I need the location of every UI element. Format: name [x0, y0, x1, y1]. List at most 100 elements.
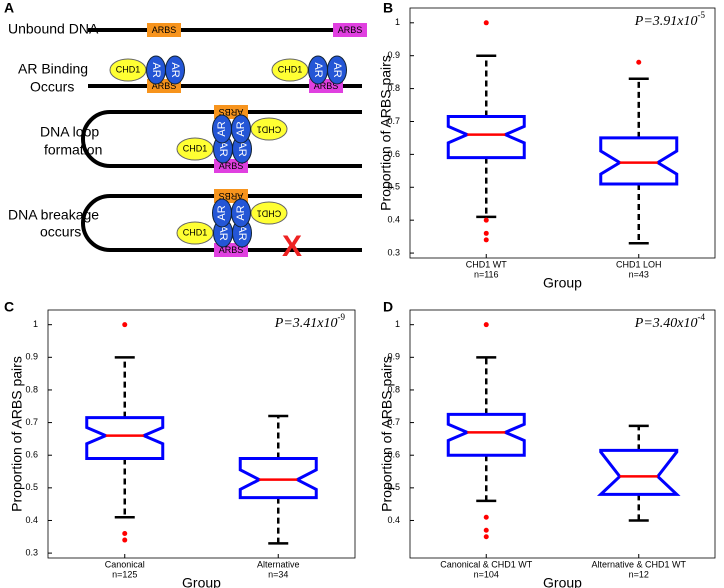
- chd1-label: CHD1: [183, 227, 208, 237]
- step-label: Occurs: [30, 79, 74, 95]
- n-label: n=125: [112, 569, 137, 579]
- x-axis-label: Group: [182, 575, 221, 588]
- y-tick-label: 0.4: [387, 515, 400, 525]
- arbs-label: ARBS: [219, 191, 244, 201]
- y-tick-label: 0.7: [25, 417, 38, 427]
- ar-label: AR: [331, 62, 343, 77]
- outlier: [122, 531, 128, 537]
- annotation-text: P=3.91x10: [634, 14, 698, 29]
- axes-frame: [409, 309, 716, 559]
- y-tick-label: 0.3: [387, 247, 400, 257]
- x-tick-label: Alternative: [257, 559, 300, 569]
- ar: [212, 198, 232, 228]
- outlier: [483, 20, 489, 26]
- arbs-label: ARBS: [314, 81, 339, 91]
- outlier: [122, 322, 128, 328]
- panel-label: B: [383, 0, 393, 16]
- y-tick-label: 0.3: [25, 547, 38, 557]
- chd1-label: CHD1: [257, 125, 282, 135]
- y-tick-label: 0.7: [387, 417, 400, 427]
- annotation: P=3.91x10-5: [634, 10, 706, 29]
- outlier: [483, 514, 489, 520]
- protein-complex: CHD1 AR AR: [109, 55, 185, 85]
- ar-label: AR: [235, 205, 247, 220]
- box: [446, 115, 526, 160]
- y-tick-label: 0.8: [387, 83, 400, 93]
- annotation-exponent: -4: [698, 312, 706, 322]
- outlier: [483, 527, 489, 533]
- x-tick-label: Canonical: [105, 559, 145, 569]
- chd1-label: CHD1: [183, 143, 208, 153]
- protein-complex: CHD1 AR AR: [212, 198, 288, 228]
- y-axis-label: Proportion of ARBS pairs: [9, 356, 25, 512]
- arbs-label: ARBS: [219, 245, 244, 255]
- x-tick-label: CHD1 LOH: [616, 259, 662, 269]
- arbs-label: ARBS: [219, 107, 244, 117]
- annotation-text: P=3.41x10: [274, 316, 338, 331]
- ar-label: AR: [150, 62, 162, 77]
- y-tick-label: 0.6: [25, 450, 38, 460]
- chd1-label: CHD1: [257, 209, 282, 219]
- y-tick-label: 0.5: [25, 482, 38, 492]
- x-axis-label: Group: [543, 575, 582, 588]
- y-tick-label: 0.5: [387, 482, 400, 492]
- ar-label: AR: [169, 62, 181, 77]
- outlier: [483, 322, 489, 328]
- step-label: DNA loop: [40, 124, 99, 140]
- panel-label: A: [4, 0, 14, 16]
- dna-loop: [81, 194, 362, 252]
- chd1-label: CHD1: [278, 64, 303, 74]
- arbs-label: ARBS: [338, 25, 363, 35]
- arbs-label: ARBS: [152, 25, 177, 35]
- y-tick-label: 0.8: [25, 384, 38, 394]
- annotation-exponent: -5: [698, 10, 706, 20]
- step-label: formation: [44, 142, 102, 158]
- outlier: [483, 217, 489, 223]
- step-label: DNA breakage: [8, 207, 99, 223]
- arbs-box: [147, 23, 181, 37]
- n-label: n=116: [474, 269, 499, 279]
- ar-label: AR: [217, 141, 229, 156]
- y-tick-label: 0.4: [387, 215, 400, 225]
- step-label: occurs: [40, 224, 81, 240]
- protein-complex: CHD1 AR AR: [271, 55, 347, 85]
- y-tick-label: 1: [33, 319, 38, 329]
- n-label: n=12: [629, 569, 649, 579]
- step-label: Unbound DNA: [8, 21, 99, 37]
- ar-label: AR: [236, 225, 248, 240]
- y-tick-label: 0.4: [25, 515, 38, 525]
- ar-label: AR: [217, 225, 229, 240]
- annotation-text: P=3.40x10: [634, 316, 698, 331]
- x-tick-label: Alternative & CHD1 WT: [591, 559, 686, 569]
- y-tick-label: 1: [395, 319, 400, 329]
- ar: [327, 55, 347, 85]
- chd1-label: CHD1: [116, 64, 141, 74]
- n-label: n=34: [268, 569, 288, 579]
- outlier: [636, 59, 642, 65]
- ar: [165, 55, 185, 85]
- panel-label: C: [4, 299, 14, 315]
- y-tick-label: 0.7: [387, 116, 400, 126]
- dna-loop: [81, 110, 362, 168]
- box: [238, 456, 318, 500]
- break-mark: X: [282, 230, 302, 263]
- ar-label: AR: [235, 121, 247, 136]
- ar-label: AR: [236, 141, 248, 156]
- ar-label: AR: [312, 62, 324, 77]
- outlier: [483, 534, 489, 540]
- y-axis-label: Proportion of ARBS pairs: [378, 55, 394, 211]
- panel-label: D: [383, 299, 393, 315]
- x-tick-label: CHD1 WT: [466, 259, 507, 269]
- x-axis-label: Group: [543, 275, 582, 291]
- axes-frame: [47, 309, 356, 559]
- box: [446, 412, 526, 457]
- step-label: AR Binding: [18, 61, 88, 77]
- y-tick-label: 1: [395, 17, 400, 27]
- annotation: P=3.40x10-4: [634, 312, 706, 331]
- ar-label: AR: [216, 121, 228, 136]
- y-tick-label: 0.9: [25, 352, 38, 362]
- y-tick-label: 0.9: [387, 352, 400, 362]
- annotation-exponent: -9: [338, 312, 346, 322]
- arbs-site: ARBS: [147, 23, 181, 37]
